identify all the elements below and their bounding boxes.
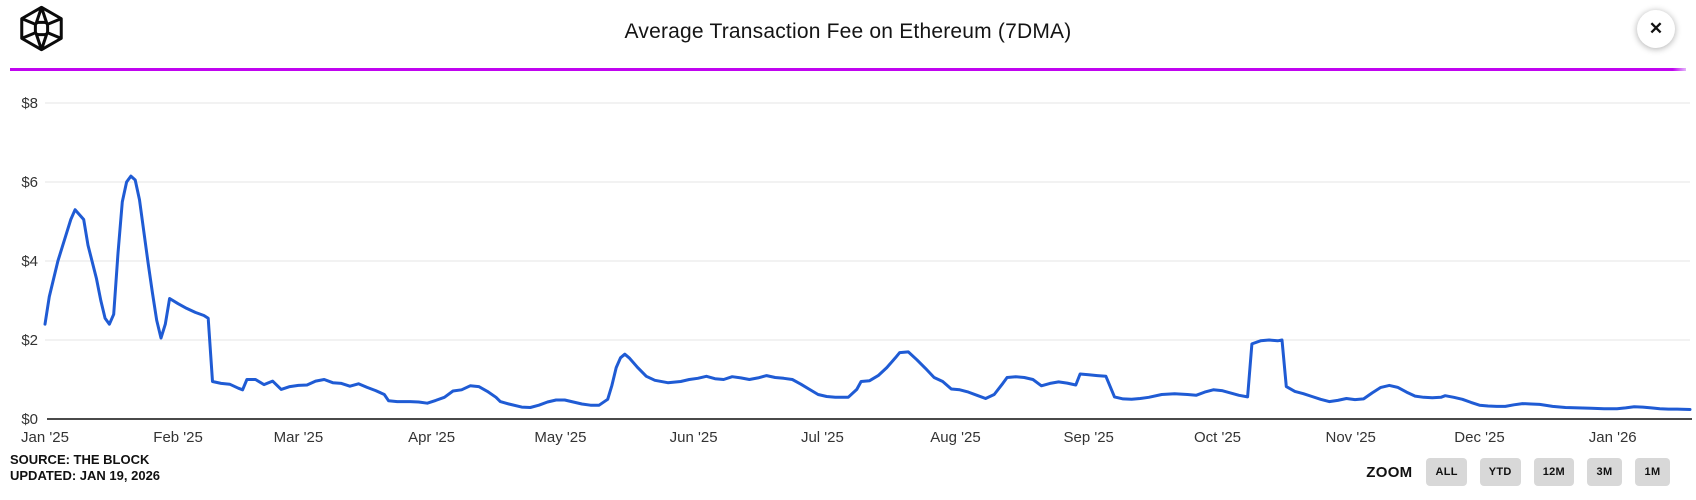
x-axis-tick-label: Sep '25 <box>1063 429 1113 446</box>
zoom-button-all[interactable]: ALL <box>1426 458 1467 486</box>
x-axis-tick-label: Dec '25 <box>1454 429 1504 446</box>
x-axis-tick-label: Jun '25 <box>670 429 718 446</box>
y-axis-tick-label: $6 <box>21 174 38 191</box>
brand-divider <box>10 68 1686 71</box>
y-axis-tick-label: $2 <box>21 332 38 349</box>
y-axis-tick-label: $0 <box>21 411 38 428</box>
x-axis-tick-label: Mar '25 <box>274 429 324 446</box>
zoom-button-3m[interactable]: 3M <box>1587 458 1622 486</box>
y-axis-tick-label: $4 <box>21 253 38 270</box>
x-axis-tick-label: Jul '25 <box>801 429 844 446</box>
zoom-controls: ZOOM ALL YTD 12M 3M 1M <box>1366 458 1670 486</box>
x-axis-tick-label: Oct '25 <box>1194 429 1241 446</box>
the-block-logo-icon[interactable] <box>18 5 65 52</box>
close-button[interactable]: ✕ <box>1637 10 1675 48</box>
x-axis-tick-label: Feb '25 <box>153 429 203 446</box>
source-line: SOURCE: THE BLOCK <box>10 452 150 467</box>
zoom-button-12m[interactable]: 12M <box>1533 458 1574 486</box>
x-axis-tick-label: Jan '25 <box>21 429 69 446</box>
zoom-button-1m[interactable]: 1M <box>1635 458 1670 486</box>
x-axis-tick-label: Jan '26 <box>1589 429 1637 446</box>
x-axis-tick-label: Apr '25 <box>408 429 455 446</box>
source-attribution: SOURCE: THE BLOCK UPDATED: JAN 19, 2026 <box>10 452 160 484</box>
fee-line-series[interactable] <box>43 174 1692 411</box>
updated-line: UPDATED: JAN 19, 2026 <box>10 468 161 483</box>
x-axis-tick-label: Aug '25 <box>930 429 980 446</box>
zoom-controls-label: ZOOM <box>1366 463 1413 481</box>
x-axis-tick-label: May '25 <box>534 429 586 446</box>
y-axis-tick-label: $8 <box>21 95 38 112</box>
chart-title: Average Transaction Fee on Ethereum (7DM… <box>624 20 1072 43</box>
close-icon: ✕ <box>1648 19 1664 38</box>
zoom-button-ytd[interactable]: YTD <box>1479 458 1521 486</box>
zoom-buttons: ALL YTD 12M 3M 1M <box>1426 458 1670 486</box>
x-axis-tick-label: Nov '25 <box>1326 429 1376 446</box>
